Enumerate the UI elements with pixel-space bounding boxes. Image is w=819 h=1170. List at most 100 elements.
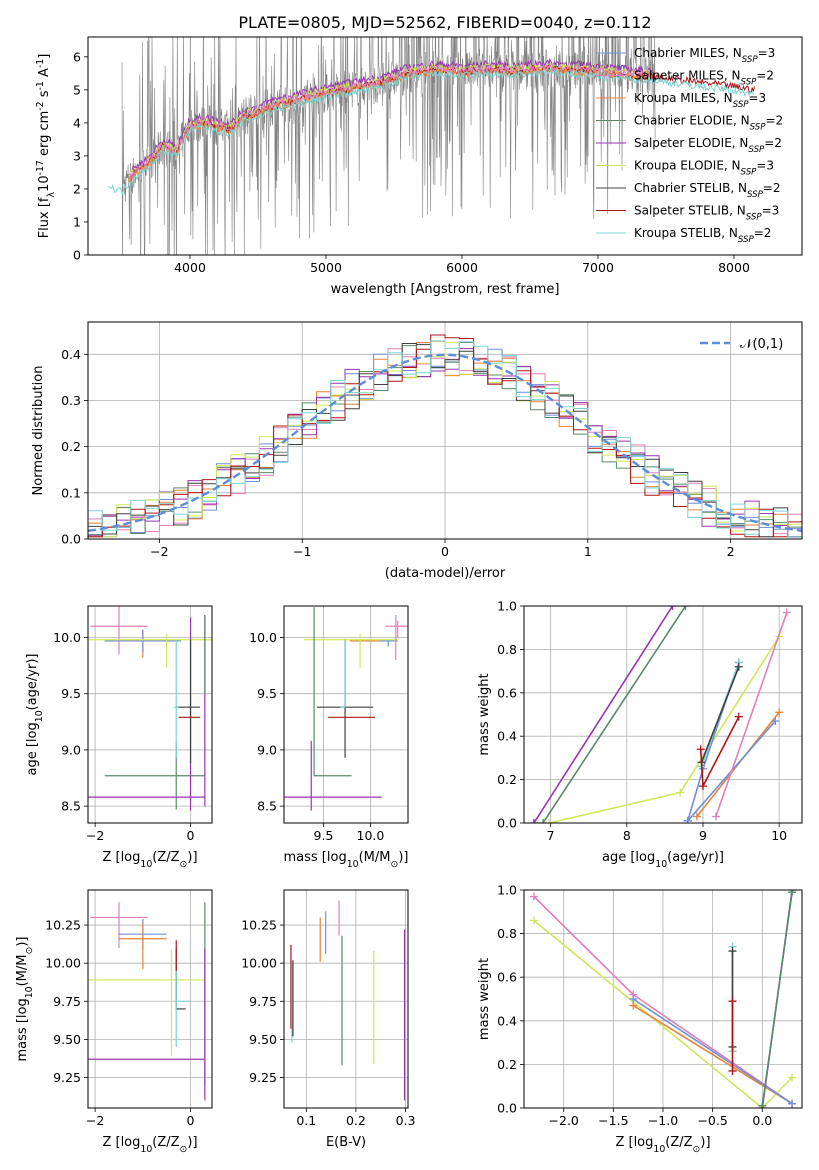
age_vs_mass-frame — [283, 605, 409, 824]
y-tick-label: 9.0 — [257, 742, 277, 757]
massweight_vs_age-lines — [529, 606, 791, 823]
y-tick-label: 0.0 — [497, 816, 517, 831]
series-marker-salpeter_miles — [711, 812, 720, 821]
x-tick-label: 0 — [441, 544, 449, 559]
age_vs_z-frame — [87, 605, 213, 824]
mass_vs_z-y-axis-label: mass [log10(M/M⊙)] — [15, 937, 35, 1062]
model-spectrum-kroupa_miles — [128, 65, 653, 184]
label-fragment: )] — [187, 850, 197, 865]
label-fragment: ⊙ — [693, 1144, 701, 1155]
x-tick-label: −2 — [86, 828, 104, 843]
y-tick-label: 8.5 — [257, 799, 277, 814]
normal-distribution-curve — [88, 353, 802, 533]
legend-prefix: Kroupa STELIB, N — [634, 226, 738, 240]
y-tick-label: 9.0 — [61, 742, 81, 757]
label-fragment: (Z/Z — [152, 1135, 179, 1150]
label-fragment: Z [log — [615, 1135, 653, 1150]
label-fragment: 10 — [347, 859, 359, 870]
series-marker-kroupa_elodie — [545, 819, 554, 823]
legend-suffix: =3 — [749, 91, 767, 105]
histogram-kroupa_miles — [88, 340, 802, 538]
legend-label-chabrier_miles: Chabrier MILES, NSSP=3 — [634, 46, 775, 65]
y-tick-label: 0.4 — [61, 347, 81, 362]
label-fragment: -1 — [35, 59, 46, 68]
series-marker-chabrier_stelib — [734, 662, 743, 671]
series-marker-kroupa_miles — [775, 708, 784, 717]
series-marker-salpeter_miles — [782, 608, 791, 617]
series-marker-kroupa_elodie — [676, 788, 685, 797]
label-fragment: A — [37, 68, 52, 81]
label-fragment: (M/M — [15, 955, 30, 987]
legend-label-chabrier_elodie: Chabrier ELODIE, NSSP=2 — [634, 114, 783, 133]
x-tick-label: 7000 — [582, 260, 614, 275]
series-marker-salpeter_miles — [529, 892, 538, 901]
y-tick-label: 9.5 — [61, 686, 81, 701]
y-tick-label: 8.5 — [61, 799, 81, 814]
y-tick-label: 0.1 — [61, 485, 81, 500]
age_vs_z-y-axis-label: age [log10(age/yr)] — [25, 654, 45, 776]
y-tick-label: 10.00 — [241, 956, 277, 971]
residuals-frame — [87, 321, 803, 540]
label-fragment: ⊙ — [24, 947, 35, 955]
mass_vs_ebv-frame — [283, 889, 409, 1109]
age_vs_z-x-axis-label: Z [log10(Z/Z⊙)] — [102, 850, 197, 870]
legend-label-kroupa_miles: Kroupa MILES, NSSP=3 — [634, 91, 766, 110]
age_vs_mass-errorbars — [284, 607, 408, 811]
mass_vs_ebv-errorbars — [290, 900, 406, 1101]
y-tick-label: 0.3 — [61, 393, 81, 408]
label-fragment: -1 — [35, 81, 46, 90]
massweight_vs_age-y-axis-label: mass weight — [477, 673, 492, 755]
legend-prefix: Kroupa MILES, N — [634, 91, 733, 105]
mass_vs_z-errorbars — [88, 902, 206, 1101]
y-tick-label: 0.6 — [497, 685, 517, 700]
x-tick-label: −1.0 — [648, 1113, 678, 1128]
spectrum-lines — [108, 37, 755, 255]
label-fragment: )] — [700, 1135, 710, 1150]
label-fragment: )] — [187, 1135, 197, 1150]
series-marker-salpeter_elodie — [529, 819, 538, 823]
y-tick-label: 10.25 — [45, 918, 81, 933]
y-tick-label: 0.6 — [497, 970, 517, 985]
histogram-salpeter_elodie — [88, 348, 802, 538]
y-tick-label: 5 — [73, 82, 81, 97]
residuals-x-axis-label: (data-model)/error — [385, 566, 506, 581]
x-tick-label: 0.2 — [346, 1113, 366, 1128]
histogram-steps — [88, 334, 802, 538]
series-marker-salpeter_stelib — [728, 1066, 737, 1075]
label-fragment: (Z/Z — [665, 1135, 692, 1150]
legend-prefix: Chabrier MILES, N — [634, 46, 742, 60]
label-fragment: 10 — [24, 986, 35, 998]
series-marker-salpeter_stelib — [696, 745, 705, 754]
series-marker-chabrier_elodie — [758, 1101, 767, 1108]
label-fragment: (M/M — [359, 850, 391, 865]
series-marker-chabrier_elodie — [681, 606, 690, 610]
y-tick-label: 9.75 — [53, 994, 81, 1009]
series-marker-chabrier_miles — [771, 717, 780, 726]
series-line-salpeter_miles — [715, 612, 788, 817]
mass_vs_z-frame — [87, 889, 213, 1109]
legend-sub: SSP — [746, 213, 763, 223]
legend-sub: SSP — [747, 190, 764, 200]
series-marker-salpeter_stelib — [734, 712, 743, 721]
label-fragment: 10 — [37, 175, 52, 192]
x-tick-label: 10.0 — [357, 828, 385, 843]
label-fragment: mass weight — [477, 673, 492, 755]
x-tick-label: 4000 — [174, 260, 206, 275]
y-tick-label: 0.2 — [497, 772, 517, 787]
label-fragment: 10 — [140, 1144, 152, 1155]
series-marker-chabrier_stelib — [728, 947, 737, 956]
y-tick-label: 1.0 — [497, 599, 517, 614]
legend-prefix: Chabrier ELODIE, N — [634, 114, 750, 128]
x-tick-label: 0.3 — [396, 1113, 416, 1128]
massweight_vs_age-x-axis-label: age [log10(age/yr)] — [602, 850, 724, 870]
series-marker-salpeter_elodie — [668, 606, 677, 610]
legend-label-kroupa_elodie: Kroupa ELODIE, NSSP=3 — [634, 159, 774, 178]
y-tick-label: 0.8 — [497, 926, 517, 941]
y-tick-label: 10.25 — [241, 918, 277, 933]
massweight_vs_z-lines — [529, 890, 797, 1108]
label-fragment: -17 — [35, 160, 46, 175]
y-tick-label: 3 — [73, 148, 81, 163]
y-tick-label: 1.0 — [497, 883, 517, 898]
